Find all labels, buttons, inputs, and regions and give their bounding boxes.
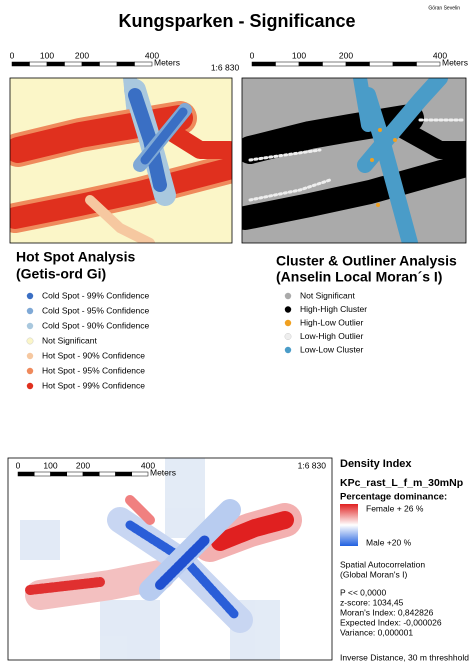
scale-segment	[34, 471, 51, 477]
scale-label: 100	[43, 460, 57, 470]
scale-segment	[131, 471, 149, 477]
cluster-subtitle: (Anselin Local Moran´s I)	[276, 269, 442, 285]
stats-title: (Global Moran's I)	[340, 569, 407, 579]
scale-label: 400	[433, 50, 447, 60]
scale-unit: Meters	[442, 57, 468, 67]
stats-title: Spatial Autocorrelation	[340, 559, 425, 569]
scale-segment	[99, 61, 118, 67]
legend-label: Cold Spot - 99% Confidence	[42, 290, 150, 300]
legend-label: Cold Spot - 95% Confidence	[42, 305, 150, 315]
scale-ratio: 1:6 830	[298, 460, 327, 470]
scale-label: 200	[76, 460, 90, 470]
map-frame	[241, 77, 467, 244]
scale-label: 400	[141, 460, 155, 470]
scale-label: 0	[16, 460, 21, 470]
scale-segment	[251, 61, 276, 67]
legend-title: Percentage dominance:	[340, 492, 447, 503]
legend-label: Hot Spot - 90% Confidence	[42, 350, 145, 360]
scale-segment	[81, 61, 100, 67]
scale-segment	[46, 61, 65, 67]
scale-unit: Meters	[150, 467, 176, 477]
hotspot-map	[10, 78, 232, 243]
legend-swatch	[26, 307, 34, 315]
scale-label: 100	[40, 50, 54, 60]
author: Göran Sevelin	[428, 5, 460, 11]
legend-label: Low-Low Cluster	[300, 344, 363, 354]
legend-label: Not Significant	[300, 290, 355, 300]
legend-label: High-Low Outlier	[300, 317, 363, 327]
scale-segment	[298, 61, 323, 67]
scale-segment	[115, 471, 132, 477]
legend-swatch	[284, 333, 292, 340]
scale-label: 0	[10, 50, 15, 60]
stat-line: P << 0,0000	[340, 587, 386, 597]
legend-label: High-High Cluster	[300, 304, 367, 314]
legend-swatch	[284, 306, 292, 313]
legend-swatch	[26, 292, 34, 300]
map-frame	[9, 77, 233, 244]
legend-swatch	[26, 352, 34, 360]
title: Kungsparken - Significance	[118, 11, 355, 31]
scale-segment	[345, 61, 370, 67]
scale-label: 400	[145, 50, 159, 60]
scale-label: 200	[339, 50, 353, 60]
legend-swatch	[26, 322, 34, 330]
legend-label: Hot Spot - 99% Confidence	[42, 380, 145, 390]
scale-segment	[17, 471, 35, 477]
density-title: Density Index	[340, 458, 412, 470]
ramp-low: Male +20 %	[366, 537, 412, 547]
scale-segment	[322, 61, 347, 67]
scale-segment	[392, 61, 417, 67]
scale-unit: Meters	[154, 57, 180, 67]
legend-swatch	[284, 292, 292, 300]
scale-segment	[416, 61, 441, 67]
stat-line: Variance: 0,000001	[340, 627, 413, 637]
scale-ratio: 1:6 830	[211, 62, 240, 72]
legend-label: Not Significant	[42, 335, 97, 345]
scale-segment	[50, 471, 67, 477]
hotspot-title: Hot Spot Analysis	[16, 249, 135, 265]
legend-swatch	[284, 319, 292, 327]
legend-swatch	[26, 367, 34, 375]
stat-line: Moran's Index: 0,842826	[340, 607, 434, 617]
cluster-map	[242, 78, 466, 243]
color-ramp	[340, 504, 358, 546]
scale-segment	[64, 61, 83, 67]
cluster-title: Cluster & Outliner Analysis	[276, 253, 457, 269]
scale-segment	[369, 61, 394, 67]
legend-label: Low-High Outlier	[300, 331, 363, 341]
scale-segment	[275, 61, 300, 67]
scale-label: 100	[292, 50, 306, 60]
layer-name: KPc_rast_L_f_m_30mNp	[340, 477, 463, 489]
scale-label: 0	[250, 50, 255, 60]
density-map	[8, 458, 332, 660]
ramp-high: Female + 26 %	[366, 503, 424, 513]
stat-line: Expected Index: -0,000026	[340, 617, 442, 627]
legend-swatch	[284, 346, 292, 354]
scale-segment	[29, 61, 48, 67]
scale-segment	[116, 61, 135, 67]
note: Inverse Distance, 30 m threshhold	[340, 652, 469, 662]
map-frame	[7, 457, 333, 661]
scale-segment	[11, 61, 30, 67]
scale-segment	[66, 471, 84, 477]
scale-segment	[134, 61, 153, 67]
scale-label: 200	[75, 50, 89, 60]
scale-segment	[82, 471, 100, 477]
hotspot-subtitle: (Getis-ord Gi)	[16, 266, 106, 282]
legend-label: Hot Spot - 95% Confidence	[42, 365, 145, 375]
stat-line: z-score: 1034,45	[340, 597, 404, 607]
legend-label: Cold Spot - 90% Confidence	[42, 320, 150, 330]
legend-swatch	[26, 382, 34, 390]
legend-swatch	[26, 337, 34, 345]
scale-segment	[99, 471, 116, 477]
